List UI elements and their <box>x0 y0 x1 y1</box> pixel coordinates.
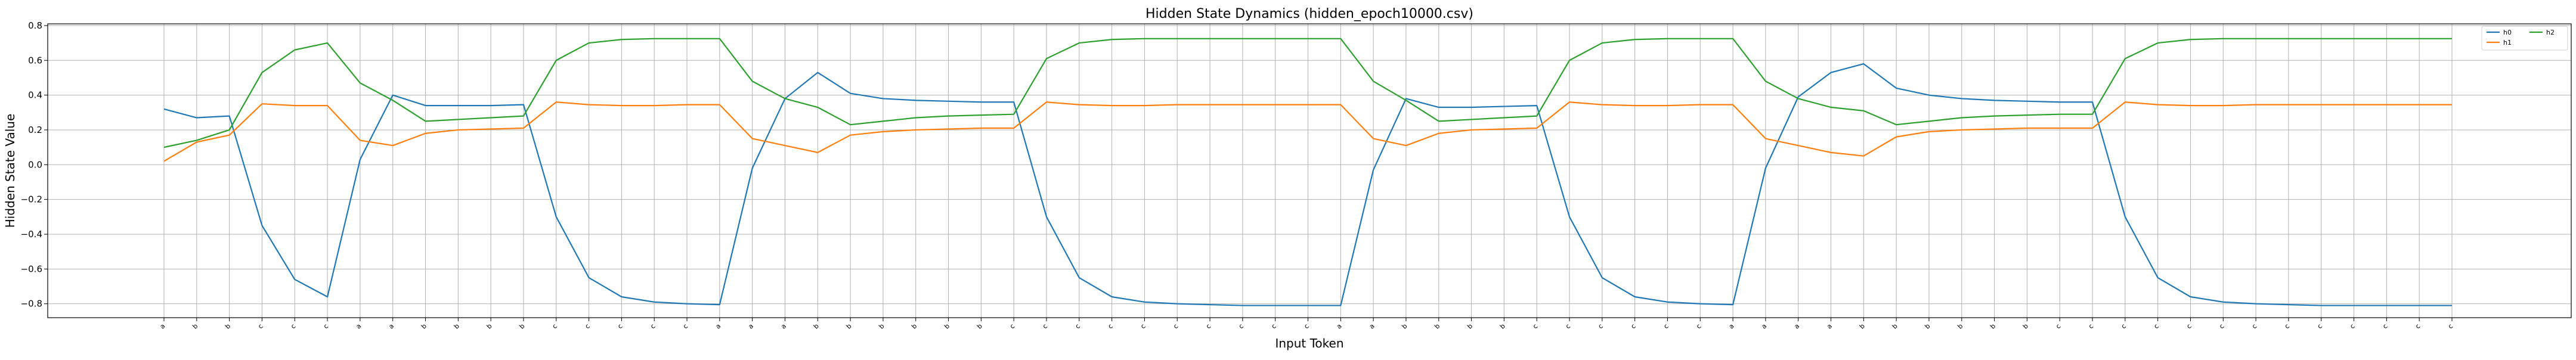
x-tick-label: c <box>583 322 591 330</box>
y-tick-label: 0.0 <box>28 159 42 170</box>
y-tick-label: 0.8 <box>28 20 42 31</box>
x-tick-label: c <box>2447 322 2454 330</box>
series-layer <box>163 38 2452 306</box>
y-tick-label: −0.6 <box>21 263 42 274</box>
x-tick-label: b <box>1923 322 1931 330</box>
x-tick-label: c <box>1172 322 1179 330</box>
x-tick-label: c <box>2316 322 2324 330</box>
y-tick-label: 0.4 <box>28 90 42 101</box>
x-tick-label: c <box>322 322 330 330</box>
legend: h0 h1 h2 <box>2481 26 2568 51</box>
x-tick-label: b <box>1433 322 1441 330</box>
series-line-h1 <box>163 101 2452 162</box>
series-line-h0 <box>163 63 2452 306</box>
x-tick-label: c <box>1139 322 1147 330</box>
x-tick-label: a <box>354 322 363 331</box>
x-tick-label: b <box>943 322 951 330</box>
y-tick-label: −0.4 <box>21 229 42 240</box>
chart-title: Hidden State Dynamics (hidden_epoch10000… <box>1145 7 1473 21</box>
x-tick-label: b <box>845 322 853 330</box>
legend-label-h0: h0 <box>2503 29 2512 36</box>
x-tick-label: c <box>1074 322 1082 330</box>
x-tick-label: c <box>289 322 297 330</box>
tick-layer: −0.8 −0.6 −0.4 −0.2 0.0 0.2 0.4 0.6 0.8 a b b c c c a a b… <box>21 20 2455 331</box>
x-tick-label: c <box>1302 322 1310 330</box>
x-tick-label: c <box>2283 322 2291 330</box>
x-tick-label: c <box>1008 322 1016 330</box>
x-tick-label: c <box>2348 322 2356 330</box>
x-tick-label: c <box>2120 322 2128 330</box>
x-tick-label: b <box>976 322 984 330</box>
x-tick-label: b <box>224 322 232 330</box>
plot-frame <box>47 23 2572 318</box>
x-tick-label: c <box>1597 322 1605 330</box>
x-tick-label: b <box>1956 322 1964 330</box>
x-tick-label: c <box>2087 322 2095 330</box>
x-tick-label: a <box>747 322 755 331</box>
y-tick-label: −0.8 <box>21 299 42 309</box>
y-axis-label: Hidden State Value <box>3 114 17 228</box>
x-tick-label: b <box>420 322 428 330</box>
y-tick-label: −0.2 <box>21 194 42 205</box>
x-tick-label: b <box>812 322 821 330</box>
x-tick-label: b <box>1498 322 1507 330</box>
x-tick-label: b <box>518 322 526 330</box>
x-tick-label: b <box>877 322 886 330</box>
x-tick-label: b <box>1400 322 1408 330</box>
x-tick-label: a <box>1727 322 1736 331</box>
x-tick-label: c <box>1205 322 1212 330</box>
x-tick-label: a <box>1335 322 1343 331</box>
x-tick-label: a <box>1368 322 1376 331</box>
x-axis-label: Input Token <box>1275 336 1343 350</box>
x-tick-label: c <box>616 322 624 330</box>
y-tick-label: 0.6 <box>28 55 42 66</box>
legend-box <box>2481 26 2568 51</box>
x-tick-label: c <box>1629 322 1637 330</box>
x-tick-label: b <box>191 322 199 330</box>
legend-label-h2: h2 <box>2546 29 2555 36</box>
x-tick-label: c <box>1106 322 1114 330</box>
y-tick-label: 0.2 <box>28 125 42 135</box>
x-tick-label: a <box>1792 322 1801 331</box>
x-tick-label: c <box>2381 322 2389 330</box>
grid-layer <box>48 24 2571 318</box>
x-tick-label: c <box>551 322 559 330</box>
x-tick-label: a <box>159 322 167 331</box>
x-tick-label: c <box>1662 322 1670 330</box>
x-tick-label: c <box>1564 322 1572 330</box>
x-tick-label: c <box>256 322 264 330</box>
x-tick-label: c <box>682 322 689 330</box>
x-tick-label: c <box>2250 322 2258 330</box>
x-tick-label: c <box>1531 322 1539 330</box>
x-tick-label: b <box>1466 322 1474 330</box>
x-tick-label: c <box>1695 322 1702 330</box>
x-tick-label: b <box>2021 322 2030 330</box>
x-tick-label: a <box>387 322 395 331</box>
x-tick-label: c <box>1270 322 1277 330</box>
x-tick-label: c <box>1041 322 1049 330</box>
x-tick-label: c <box>2054 322 2062 330</box>
x-tick-label: b <box>453 322 461 330</box>
x-tick-label: b <box>1891 322 1899 330</box>
x-tick-label: b <box>1989 322 1997 330</box>
x-tick-label: a <box>1825 322 1834 331</box>
x-tick-label: b <box>1858 322 1866 330</box>
x-tick-label: a <box>714 322 722 331</box>
x-tick-label: c <box>2185 322 2193 330</box>
x-tick-label: c <box>2414 322 2422 330</box>
x-tick-label: c <box>2218 322 2225 330</box>
x-tick-label: b <box>485 322 494 330</box>
x-tick-label: b <box>910 322 918 330</box>
x-tick-label: a <box>779 322 788 331</box>
x-tick-label: c <box>649 322 657 330</box>
x-tick-label: c <box>2152 322 2160 330</box>
series-line-h2 <box>163 38 2452 148</box>
x-tick-label: c <box>1237 322 1245 330</box>
legend-label-h1: h1 <box>2503 39 2512 46</box>
x-tick-label: a <box>1760 322 1768 331</box>
